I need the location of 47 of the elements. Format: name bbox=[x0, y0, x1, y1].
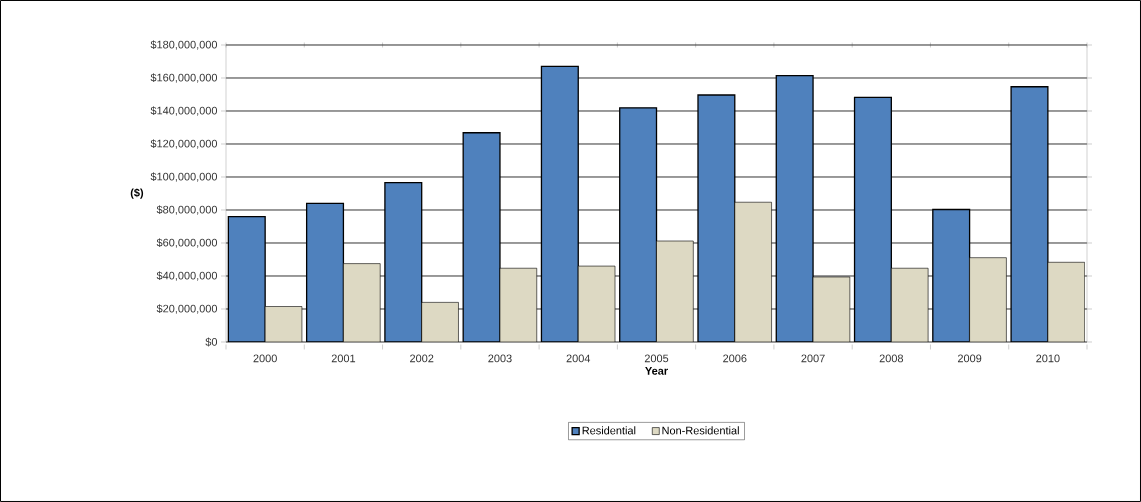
bar bbox=[1010, 86, 1049, 342]
legend-label: Non-Residential bbox=[662, 426, 739, 435]
bar bbox=[343, 263, 381, 342]
x-tick-label: 2005 bbox=[644, 354, 669, 363]
y-tick-label: $80,000,000 bbox=[156, 205, 218, 215]
bar bbox=[540, 65, 579, 342]
x-axis-title: Year bbox=[645, 367, 668, 375]
bar bbox=[812, 276, 851, 342]
y-tick-label: $140,000,000 bbox=[150, 106, 218, 116]
x-tick-label: 2001 bbox=[331, 354, 356, 363]
y-tick-label: $100,000,000 bbox=[150, 172, 218, 182]
bar bbox=[932, 208, 971, 342]
bar bbox=[656, 240, 694, 342]
x-tick-label: 2008 bbox=[879, 354, 904, 363]
x-tick-label: 2006 bbox=[723, 354, 747, 363]
y-tick-label: $60,000,000 bbox=[156, 238, 218, 248]
legend-label: Residential bbox=[582, 426, 636, 435]
bar bbox=[891, 267, 929, 342]
y-tick-label: $160,000,000 bbox=[150, 73, 218, 83]
x-tick-label: 2002 bbox=[410, 354, 434, 363]
x-tick-label: 2003 bbox=[488, 354, 512, 363]
x-tick-label: 2007 bbox=[801, 354, 825, 363]
bar bbox=[969, 257, 1007, 342]
bar bbox=[697, 94, 736, 342]
bar bbox=[264, 306, 303, 342]
y-tick-label: $20,000,000 bbox=[156, 304, 218, 314]
bar bbox=[577, 265, 616, 342]
bar bbox=[734, 201, 772, 342]
x-tick-label: 2000 bbox=[253, 354, 277, 363]
bar bbox=[384, 181, 423, 342]
bar bbox=[853, 96, 892, 342]
bar bbox=[619, 107, 658, 342]
x-tick-label: 2009 bbox=[957, 354, 982, 363]
bar bbox=[499, 267, 538, 342]
y-axis-title: ($) bbox=[130, 188, 144, 199]
x-tick-label: 2004 bbox=[566, 354, 591, 363]
y-tick-label: $180,000,000 bbox=[150, 40, 218, 50]
bar bbox=[421, 302, 459, 342]
y-tick-label: $120,000,000 bbox=[150, 139, 218, 149]
y-tick-label: $40,000,000 bbox=[156, 271, 218, 281]
bar bbox=[775, 75, 814, 342]
bar bbox=[1047, 261, 1085, 342]
bar bbox=[227, 215, 266, 342]
bar bbox=[462, 132, 501, 342]
x-tick-label: 2010 bbox=[1036, 354, 1060, 363]
y-tick-label: $0 bbox=[205, 337, 218, 347]
bar bbox=[305, 202, 345, 342]
